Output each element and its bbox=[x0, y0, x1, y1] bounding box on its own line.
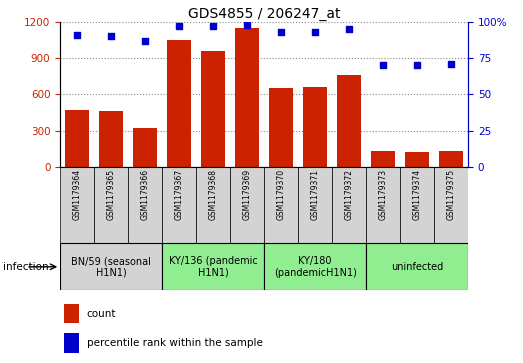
Bar bbox=[303, 87, 327, 167]
Text: GSM1179373: GSM1179373 bbox=[379, 169, 388, 220]
Text: GSM1179364: GSM1179364 bbox=[73, 169, 82, 220]
Text: GSM1179374: GSM1179374 bbox=[413, 169, 422, 220]
Bar bbox=[439, 151, 463, 167]
Text: KY/136 (pandemic
H1N1): KY/136 (pandemic H1N1) bbox=[169, 256, 257, 278]
Text: GSM1179367: GSM1179367 bbox=[175, 169, 184, 220]
FancyBboxPatch shape bbox=[332, 167, 366, 243]
FancyBboxPatch shape bbox=[434, 167, 468, 243]
FancyBboxPatch shape bbox=[400, 167, 434, 243]
Bar bbox=[269, 88, 293, 167]
Bar bbox=[65, 110, 89, 167]
Text: GSM1179372: GSM1179372 bbox=[345, 169, 354, 220]
Bar bbox=[235, 28, 259, 167]
Title: GDS4855 / 206247_at: GDS4855 / 206247_at bbox=[188, 7, 340, 21]
Bar bbox=[167, 40, 191, 167]
Text: GSM1179365: GSM1179365 bbox=[107, 169, 116, 220]
Text: BN/59 (seasonal
H1N1): BN/59 (seasonal H1N1) bbox=[71, 256, 151, 278]
FancyBboxPatch shape bbox=[64, 333, 78, 353]
Bar bbox=[99, 111, 123, 167]
Bar bbox=[201, 51, 225, 167]
FancyBboxPatch shape bbox=[230, 167, 264, 243]
Point bbox=[243, 22, 252, 28]
Point bbox=[413, 62, 422, 68]
Bar bbox=[337, 75, 361, 167]
FancyBboxPatch shape bbox=[366, 243, 468, 290]
Text: GSM1179370: GSM1179370 bbox=[277, 169, 286, 220]
FancyBboxPatch shape bbox=[264, 167, 298, 243]
Text: GSM1179375: GSM1179375 bbox=[447, 169, 456, 220]
Bar bbox=[133, 128, 157, 167]
FancyBboxPatch shape bbox=[60, 167, 94, 243]
FancyBboxPatch shape bbox=[264, 243, 366, 290]
Point bbox=[311, 29, 320, 35]
FancyBboxPatch shape bbox=[162, 167, 196, 243]
Text: percentile rank within the sample: percentile rank within the sample bbox=[87, 338, 263, 348]
Point bbox=[379, 62, 388, 68]
FancyBboxPatch shape bbox=[298, 167, 332, 243]
Text: KY/180
(pandemicH1N1): KY/180 (pandemicH1N1) bbox=[274, 256, 357, 278]
Text: GSM1179366: GSM1179366 bbox=[141, 169, 150, 220]
Point bbox=[175, 23, 184, 29]
Bar bbox=[405, 152, 429, 167]
Text: uninfected: uninfected bbox=[391, 262, 443, 272]
Point bbox=[277, 29, 286, 35]
FancyBboxPatch shape bbox=[162, 243, 264, 290]
Point bbox=[141, 38, 150, 44]
FancyBboxPatch shape bbox=[128, 167, 162, 243]
Bar bbox=[371, 151, 395, 167]
Text: GSM1179368: GSM1179368 bbox=[209, 169, 218, 220]
Text: GSM1179369: GSM1179369 bbox=[243, 169, 252, 220]
FancyBboxPatch shape bbox=[60, 243, 162, 290]
Text: GSM1179371: GSM1179371 bbox=[311, 169, 320, 220]
Point bbox=[209, 23, 218, 29]
Text: count: count bbox=[87, 309, 116, 319]
FancyBboxPatch shape bbox=[366, 167, 400, 243]
Point bbox=[345, 26, 354, 32]
Point bbox=[73, 32, 82, 38]
FancyBboxPatch shape bbox=[64, 304, 78, 323]
Point bbox=[447, 61, 456, 67]
Point bbox=[107, 33, 116, 39]
FancyBboxPatch shape bbox=[196, 167, 230, 243]
FancyBboxPatch shape bbox=[94, 167, 128, 243]
Text: infection: infection bbox=[3, 262, 48, 272]
